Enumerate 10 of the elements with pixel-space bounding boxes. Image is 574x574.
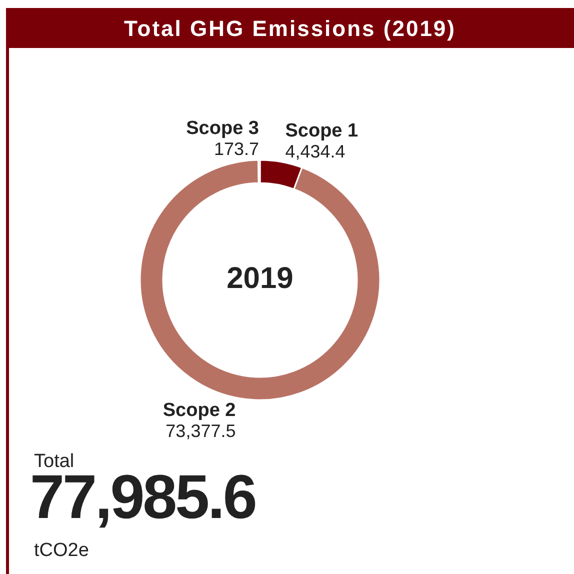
slice-label: Scope 3	[186, 118, 260, 140]
chart-title: Total GHG Emissions (2019)	[6, 8, 574, 48]
text: tCO2e	[34, 540, 89, 562]
data-label: 4,434.4	[285, 141, 346, 162]
data-label: 173.7	[214, 139, 260, 160]
donut-slice	[139, 159, 381, 401]
data-label: 73,377.5	[166, 420, 236, 441]
slice-label: Scope 2	[162, 400, 236, 421]
slice-label: Scope 1	[285, 120, 359, 142]
text: 2019	[226, 262, 294, 296]
